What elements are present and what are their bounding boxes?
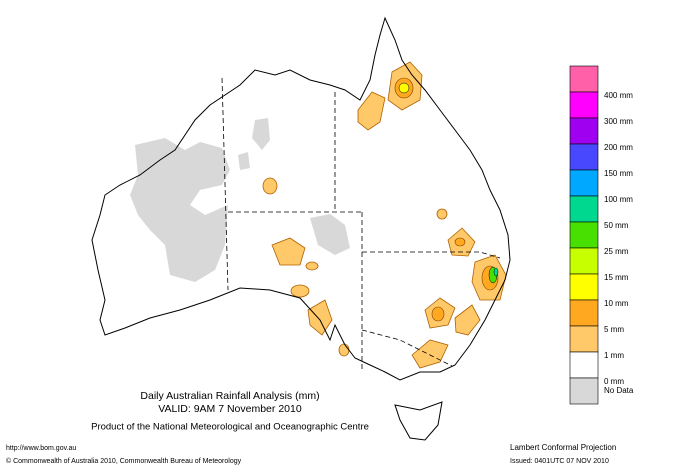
legend-swatch	[569, 117, 599, 145]
legend-label: No Data	[604, 386, 634, 395]
no-data-area	[130, 138, 230, 282]
issued: Issued: 0401UTC 07 NOV 2010	[510, 458, 609, 465]
no-data-area	[310, 214, 350, 255]
legend-swatch	[569, 91, 599, 119]
legend-label: 1 mm	[604, 351, 624, 360]
coastline	[91, 16, 511, 381]
legend-label: 10 mm	[604, 299, 629, 308]
rain-area	[262, 177, 278, 195]
legend-swatch	[569, 221, 599, 249]
legend-label: 0 mm	[604, 377, 624, 386]
legend-swatch	[569, 273, 599, 301]
legend-swatch	[569, 247, 599, 275]
rain-area	[357, 91, 386, 131]
rain-area	[338, 343, 350, 357]
legend-label: 300 mm	[604, 117, 633, 126]
state-borders	[221, 77, 501, 372]
legend-label: 400 mm	[604, 91, 633, 100]
legend-label: 5 mm	[604, 325, 624, 334]
title-block: Daily Australian Rainfall Analysis (mm) …	[91, 390, 369, 433]
legend-label: 150 mm	[604, 169, 633, 178]
legend-swatch	[569, 195, 599, 223]
rain-area	[431, 306, 445, 322]
rain-area	[307, 299, 333, 336]
legend-label: 200 mm	[604, 143, 633, 152]
legend-swatch	[569, 351, 599, 379]
map	[91, 16, 511, 441]
rain-area	[398, 82, 410, 94]
legend-swatch	[569, 65, 599, 93]
projection: Lambert Conformal Projection	[510, 443, 616, 452]
legend-label: 15 mm	[604, 273, 629, 282]
url: http://www.bom.gov.au	[6, 445, 76, 452]
legend-label: 100 mm	[604, 195, 633, 204]
legend-swatch	[569, 377, 599, 405]
border	[361, 329, 453, 367]
legend-swatch	[569, 143, 599, 171]
copyright: © Commonwealth of Australia 2010, Common…	[6, 457, 242, 465]
no-data-area	[238, 152, 250, 170]
legend-label: 50 mm	[604, 221, 629, 230]
product: Product of the National Meteorological a…	[91, 422, 369, 433]
rain-area	[493, 267, 499, 277]
rain-area	[454, 237, 466, 247]
legend-label: 25 mm	[604, 247, 629, 256]
legend-swatch	[569, 169, 599, 197]
rain-area	[305, 261, 319, 271]
title: Daily Australian Rainfall Analysis (mm)	[140, 390, 319, 402]
rain-area	[271, 237, 306, 266]
valid-time: VALID: 9AM 7 November 2010	[158, 403, 302, 415]
rain-area	[454, 304, 481, 336]
border	[221, 77, 229, 291]
legend-swatch	[569, 299, 599, 327]
legend-swatch	[569, 325, 599, 353]
no-data-area	[252, 118, 270, 150]
tasmania	[394, 401, 443, 441]
legend: 400 mm 300 mm 200 mm 150 mm 100 mm 50 mm 25 mm…	[569, 65, 634, 405]
rain-area	[290, 284, 310, 298]
border	[362, 251, 501, 259]
rain-area	[436, 208, 448, 220]
rain-area	[411, 339, 449, 369]
